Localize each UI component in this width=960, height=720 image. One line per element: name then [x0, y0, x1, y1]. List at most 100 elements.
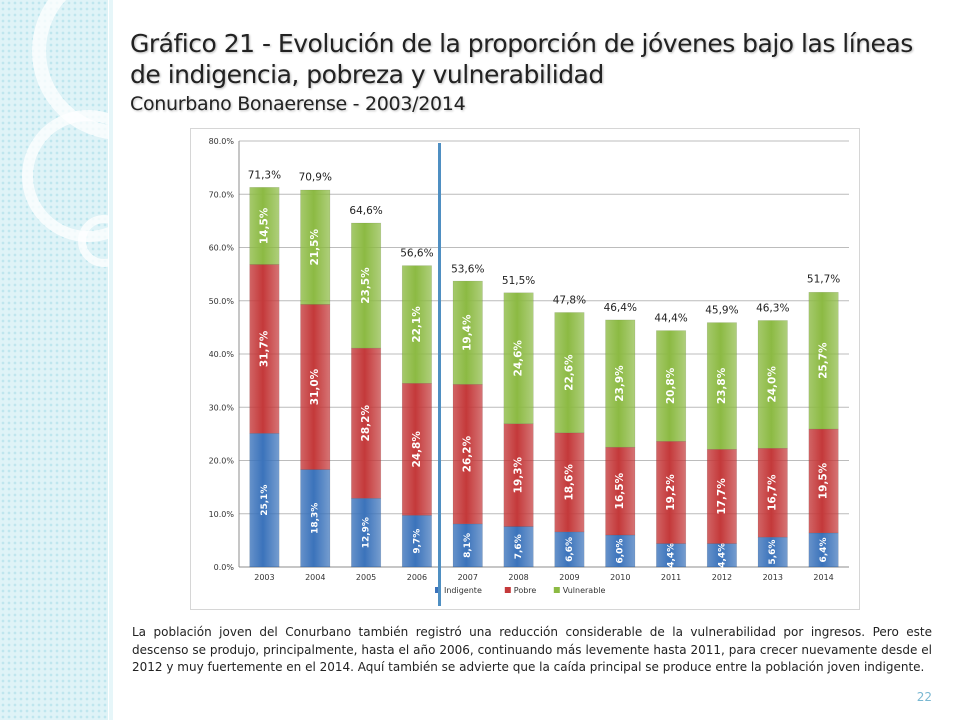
data-label: 19,4% — [462, 314, 474, 351]
bar-segment-indigente — [808, 532, 839, 568]
bar-segment-pobre — [249, 264, 280, 434]
data-label: 6,6% — [565, 537, 575, 562]
data-label: 6,4% — [819, 537, 829, 562]
total-label: 46,3% — [756, 302, 789, 314]
y-tick-label: 20.0% — [209, 457, 235, 466]
data-label: 28,2% — [360, 405, 372, 442]
y-tick-label: 50.0% — [209, 297, 235, 306]
legend-label-pobre: Pobre — [514, 586, 537, 595]
total-label: 71,3% — [248, 169, 281, 181]
bar-segment-pobre — [351, 347, 382, 499]
data-label: 18,3% — [311, 503, 321, 534]
bar-segment-indigente — [503, 526, 534, 568]
y-tick-label: 30.0% — [209, 403, 235, 412]
data-label: 4,4% — [667, 543, 677, 568]
y-tick-label: 70.0% — [209, 190, 235, 199]
total-label: 64,6% — [349, 205, 382, 217]
x-tick-label: 2006 — [407, 573, 427, 582]
legend-label-indigente: Indigente — [444, 586, 482, 595]
data-label: 24,8% — [411, 431, 423, 468]
bar-segment-pobre — [452, 384, 483, 525]
total-label: 45,9% — [705, 305, 738, 317]
x-tick-label: 2014 — [813, 573, 833, 582]
bar-segment-pobre — [503, 423, 534, 527]
bar-segment-vulnerable — [401, 265, 432, 384]
bar-segment-vulnerable — [706, 322, 737, 450]
total-label: 47,8% — [553, 294, 586, 306]
data-label: 24,0% — [767, 366, 779, 403]
x-tick-label: 2011 — [661, 573, 681, 582]
data-label: 12,9% — [362, 517, 372, 548]
x-tick-label: 2013 — [763, 573, 783, 582]
data-label: 16,5% — [614, 472, 626, 509]
body-paragraph: La población joven del Conurbano también… — [132, 625, 932, 674]
y-tick-label: 0.0% — [214, 563, 235, 572]
data-label: 23,9% — [614, 365, 626, 402]
data-label: 26,2% — [462, 435, 474, 472]
bar-segment-pobre — [706, 449, 737, 544]
data-label: 4,4% — [717, 543, 727, 568]
slide-title: Gráfico 21 - Evolución de la proporción … — [130, 29, 913, 89]
legend-label-vulnerable: Vulnerable — [563, 586, 606, 595]
chart-frame: 0.0% 10.0% 20.0% 30.0% 40.0% 50.0% 60.0% 70.0% 8… — [190, 128, 860, 610]
decorative-left-band — [0, 0, 210, 720]
data-label: 18,6% — [563, 464, 575, 501]
bar-segment-pobre — [757, 448, 788, 538]
data-label: 31,7% — [258, 330, 270, 367]
decorative-divider — [108, 0, 113, 720]
bar-segment-indigente — [249, 433, 280, 568]
x-tick-label: 2004 — [305, 573, 325, 582]
total-label: 70,9% — [299, 171, 332, 183]
bar-segment-vulnerable — [605, 319, 636, 448]
total-label: 46,4% — [604, 302, 637, 314]
bar-segment-vulnerable — [249, 187, 280, 265]
bar-segment-pobre — [605, 446, 636, 536]
data-label: 8,1% — [463, 533, 473, 558]
data-label: 19,5% — [818, 462, 830, 499]
data-label: 20,8% — [665, 367, 677, 404]
marker-line — [438, 143, 441, 606]
x-tick-label: 2008 — [508, 573, 528, 582]
data-label: 21,5% — [309, 229, 321, 266]
x-tick-label: 2007 — [458, 573, 478, 582]
total-label: 56,6% — [400, 248, 433, 260]
data-label: 14,5% — [258, 207, 270, 244]
bar-segment-vulnerable — [757, 320, 788, 449]
total-label: 53,6% — [451, 264, 484, 276]
bar-segment-pobre — [656, 441, 687, 544]
data-label: 22,6% — [563, 354, 575, 391]
data-label: 24,6% — [513, 340, 525, 377]
y-tick-label: 40.0% — [209, 350, 235, 359]
legend-swatch-vulnerable — [553, 587, 560, 593]
data-label: 16,7% — [767, 474, 779, 511]
y-tick-label: 60.0% — [209, 244, 235, 253]
bar-segment-pobre — [808, 428, 839, 534]
bar-segment-indigente — [452, 523, 483, 568]
bar-segment-vulnerable — [452, 280, 483, 385]
stacked-bar-chart: 0.0% 10.0% 20.0% 30.0% 40.0% 50.0% 60.0% 70.0% 8… — [209, 137, 849, 595]
data-label: 25,7% — [818, 342, 830, 379]
x-tick-label: 2009 — [559, 573, 579, 582]
data-label: 6,0% — [616, 539, 626, 564]
data-label: 19,3% — [513, 456, 525, 493]
bar-segment-pobre — [401, 383, 432, 516]
data-label: 9,7% — [412, 529, 422, 554]
x-tick-label: 2005 — [356, 573, 376, 582]
total-label: 51,7% — [807, 274, 840, 286]
slide-subtitle: Conurbano Bonaerense - 2003/2014 — [130, 93, 466, 115]
legend-swatch-pobre — [504, 587, 511, 593]
data-label: 25,1% — [260, 485, 270, 516]
total-label: 51,5% — [502, 275, 535, 287]
bar-segment-vulnerable — [300, 189, 331, 305]
data-label: 22,1% — [411, 306, 423, 343]
x-tick-label: 2010 — [610, 573, 630, 582]
bar-segment-indigente — [656, 543, 687, 568]
data-label: 5,6% — [768, 540, 778, 565]
bar-segment-indigente — [300, 469, 331, 568]
bar-segment-pobre — [300, 304, 331, 470]
decorative-ring — [78, 215, 130, 267]
bar-segment-vulnerable — [656, 330, 687, 442]
y-tick-label: 80.0% — [209, 137, 235, 146]
data-label: 23,8% — [716, 367, 728, 404]
bar-segment-indigente — [351, 498, 382, 568]
